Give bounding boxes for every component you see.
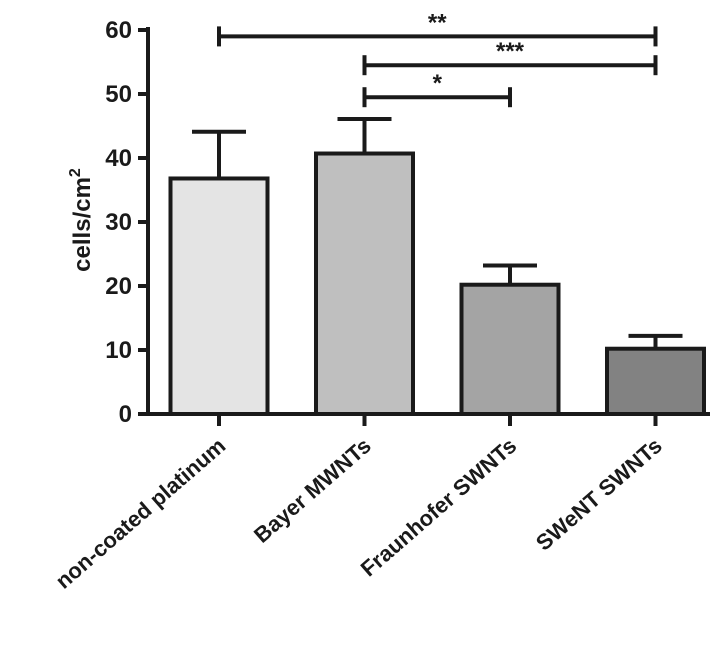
significance-label-1: ** <box>428 9 447 36</box>
error-bars-layer <box>192 116 683 349</box>
y-tick-label-0: 0 <box>119 401 132 428</box>
x-tick-label-non-coated-platinum: non-coated platinum <box>51 433 231 594</box>
y-tick-label-20: 20 <box>105 273 132 300</box>
bar-bayer-mwnts <box>314 151 415 417</box>
x-tick-label-fraunhofer-swnts: Fraunhofer SWNTs <box>356 433 522 582</box>
y-tick-label-30: 30 <box>105 209 132 236</box>
y-tick-label-10: 10 <box>105 337 132 364</box>
y-tick-label-60: 60 <box>105 17 132 44</box>
y-axis-title-superscript: 2 <box>67 168 84 177</box>
significance-layer: ****** <box>217 9 658 108</box>
bar-non-coated-platinum <box>168 176 270 416</box>
y-tick-label-50: 50 <box>105 81 132 108</box>
y-axis-title-text: cells/cm <box>69 177 96 272</box>
bar-swent-swnts <box>605 346 706 416</box>
bar-fraunhofer-swnts <box>459 282 561 416</box>
y-axis-title: cells/cm2 <box>67 168 96 272</box>
y-ticks: 0 10 20 30 40 50 60 <box>105 17 148 428</box>
significance-label-2: *** <box>496 38 525 65</box>
y-tick-label-40: 40 <box>105 145 132 172</box>
bars-layer <box>168 151 706 417</box>
x-tick-labels: non-coated platinum Bayer MWNTsFraunhofer… <box>51 414 667 594</box>
significance-label-3: * <box>433 70 443 97</box>
x-tick-label-bayer-mwnts: Bayer MWNTs <box>249 433 376 548</box>
x-tick-label-swent-swnts: SWeNT SWNTs <box>531 433 667 556</box>
